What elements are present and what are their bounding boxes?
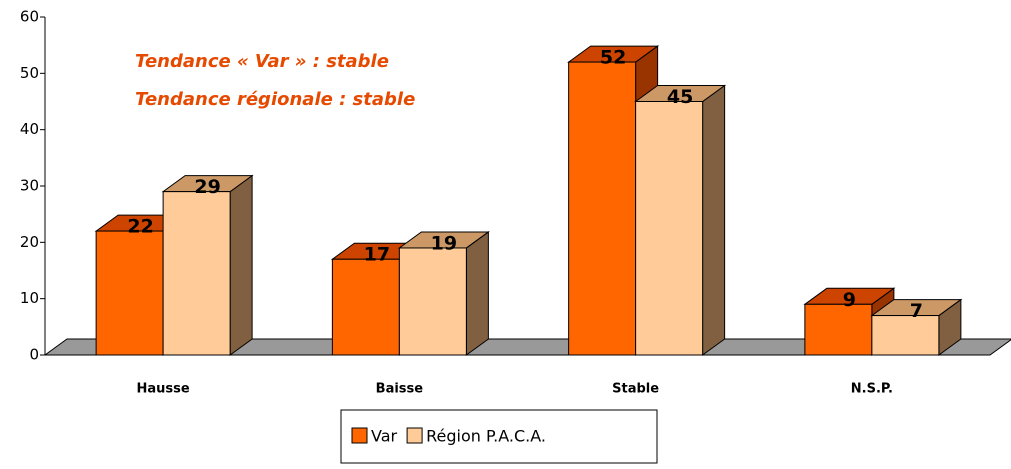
y-tick-label: 10 [20, 289, 39, 307]
value-label: 19 [431, 232, 457, 254]
legend-label: Région P.A.C.A. [426, 427, 546, 446]
legend-swatch [351, 427, 368, 444]
value-label: 29 [194, 176, 220, 198]
value-label: 17 [364, 244, 390, 266]
value-label: 45 [667, 86, 693, 108]
bar [871, 315, 940, 356]
legend-box [340, 409, 658, 464]
annotation: Tendance régionale : stable [135, 89, 415, 110]
bar [162, 191, 231, 356]
y-tick-label: 60 [20, 8, 39, 26]
y-tick-label: 50 [20, 64, 39, 82]
x-tick-label: Stable [612, 382, 659, 397]
x-tick-label: N.S.P. [851, 382, 893, 397]
y-tick-label: 40 [20, 120, 39, 138]
value-label: 9 [843, 289, 856, 311]
value-label: 22 [127, 216, 153, 238]
value-label: 52 [600, 47, 626, 69]
bar [635, 101, 704, 356]
legend-swatch [406, 427, 423, 444]
bar [804, 303, 873, 356]
bar-side [465, 230, 489, 356]
bar [331, 258, 400, 356]
y-tick-label: 0 [29, 346, 39, 364]
y-tick-label: 20 [20, 233, 39, 251]
legend-label: Var [371, 427, 398, 446]
x-tick-label: Hausse [137, 382, 190, 397]
bar [398, 247, 467, 356]
y-tick-label: 30 [20, 177, 39, 195]
bar-side [702, 84, 726, 356]
bar [95, 230, 164, 356]
value-label: 7 [910, 300, 923, 322]
x-tick-label: Baisse [376, 382, 424, 397]
annotation: Tendance « Var » : stable [135, 51, 389, 72]
bar-side [229, 174, 253, 356]
bar [568, 61, 637, 356]
